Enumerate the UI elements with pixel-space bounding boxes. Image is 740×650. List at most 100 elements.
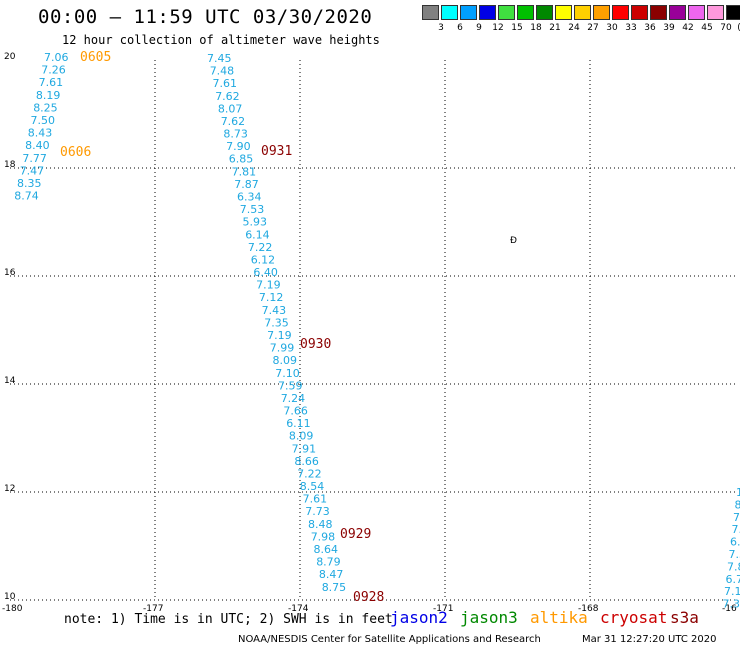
- swh-value: 7.62: [221, 115, 246, 128]
- scale-swatch: [650, 5, 667, 20]
- swh-value: 7.61: [39, 76, 64, 89]
- scale-label: 45: [701, 23, 713, 33]
- swh-value: 7.50: [31, 114, 56, 127]
- swh-value: 6.40: [253, 266, 278, 279]
- swh-value: 6.85: [229, 153, 254, 166]
- swh-value: 7.81: [232, 165, 257, 178]
- swh-value: 7.87: [234, 178, 258, 191]
- scale-label: 21: [549, 23, 561, 33]
- swh-value: 7.62: [215, 90, 240, 103]
- swh-value: 7.22: [248, 241, 273, 254]
- island-marker: Ð: [510, 236, 517, 246]
- y-tick-label: 14: [4, 376, 16, 386]
- scale-swatch: [707, 5, 724, 20]
- swh-value: 7.91: [292, 442, 317, 455]
- swh-value: 8.19: [36, 89, 61, 102]
- swh-value: 7.24: [281, 392, 306, 405]
- pass-label: 0928: [353, 590, 384, 605]
- swh-value: 7.45: [207, 52, 232, 65]
- swh-value: 6.12: [251, 253, 276, 266]
- legend-s3a: s3a: [670, 608, 699, 627]
- scale-label: 42: [682, 23, 694, 33]
- swh-value: 7.66: [283, 405, 308, 418]
- scale-label: 15: [511, 23, 523, 33]
- scale-swatch: [479, 5, 496, 20]
- swh-value: 6.14: [245, 228, 270, 241]
- swh-value: 8.66: [294, 455, 319, 468]
- swh-value: 8.75: [322, 581, 347, 594]
- scale-swatch: [441, 5, 458, 20]
- swh-value: 8.07: [218, 102, 243, 115]
- scale-label: 9: [476, 23, 482, 33]
- swh-value: 7.19: [724, 585, 740, 598]
- swh-value: 7.99: [270, 342, 295, 355]
- swh-value: 8.09: [273, 354, 298, 367]
- swh-value: 7.89: [727, 560, 740, 573]
- swh-value: 7.1: [732, 523, 740, 536]
- pass-label: 0606: [60, 145, 91, 160]
- y-tick-label: 18: [4, 160, 16, 170]
- swh-value: 7.61: [303, 493, 328, 506]
- pass-label: 0931: [261, 144, 292, 159]
- scale-swatch: [631, 5, 648, 20]
- scale-unit: (ft): [732, 23, 740, 33]
- map-title: 00:00 – 11:59 UTC 03/30/2020: [38, 6, 373, 28]
- y-tick-label: 20: [4, 52, 16, 62]
- swh-value: 7.10: [275, 367, 300, 380]
- x-tick-label: -16: [722, 604, 737, 614]
- map-grid: [10, 60, 736, 601]
- swh-value: 7.73: [305, 505, 330, 518]
- swh-value: 1: [736, 486, 740, 499]
- scale-swatch: [726, 5, 740, 20]
- swh-value: 7.19: [267, 329, 292, 342]
- swh-value: 7.47: [20, 164, 45, 177]
- scale-label: 36: [644, 23, 656, 33]
- swh-value: 5.93: [243, 216, 268, 229]
- scale-label: 12: [492, 23, 504, 33]
- swh-value: 8.43: [28, 127, 53, 140]
- altimeter-tracks: 7.067.267.618.198.257.508.438.407.777.47…: [14, 51, 740, 611]
- scale-label: 39: [663, 23, 675, 33]
- scale-swatch: [517, 5, 534, 20]
- y-tick-label: 10: [4, 592, 16, 602]
- swh-value: 8.79: [316, 556, 341, 569]
- swh-value: 6.11: [286, 417, 311, 430]
- swh-value: 7.54: [729, 548, 740, 561]
- x-tick-label: -180: [2, 604, 23, 614]
- swh-value: 8.09: [289, 430, 314, 443]
- swh-value: 7.53: [240, 203, 264, 216]
- y-tick-label: 12: [4, 484, 15, 494]
- swh-value: 7.98: [311, 530, 336, 543]
- swh-value: 7.12: [259, 291, 284, 304]
- pass-label: 0929: [340, 527, 371, 542]
- swh-value: 6.9: [730, 536, 740, 549]
- scale-swatch: [574, 5, 591, 20]
- swh-value: 7.26: [41, 64, 66, 77]
- swh-value: 7.48: [210, 65, 235, 78]
- swh-value: 6.70: [726, 573, 740, 586]
- scale-swatch: [422, 5, 439, 20]
- scale-label: 70: [720, 23, 732, 33]
- swh-value: 8.40: [25, 139, 49, 152]
- swh-value: 8.35: [17, 177, 42, 190]
- swh-value: 6.34: [237, 191, 262, 204]
- scale-swatch: [460, 5, 477, 20]
- swh-value: 8.48: [308, 518, 333, 531]
- scale-swatch: [669, 5, 686, 20]
- scale-swatch: [612, 5, 629, 20]
- legend-cryosat: cryosat: [600, 608, 668, 627]
- legend-jason3: jason3: [460, 608, 518, 627]
- scale-label: 27: [587, 23, 599, 33]
- scale-label: 24: [568, 23, 580, 33]
- pass-label: 0930: [300, 337, 331, 352]
- scale-label: 18: [530, 23, 542, 33]
- scale-swatch: [593, 5, 610, 20]
- legend-altika: altika: [530, 608, 588, 627]
- swh-value: 8.54: [300, 480, 325, 493]
- pass-labels: 0605 0606 0931 0930 0929 0928: [60, 50, 384, 605]
- map-subtitle: 12 hour collection of altimeter wave hei…: [62, 33, 380, 47]
- scale-label: 3: [438, 23, 444, 33]
- footnote: note: 1) Time is in UTC; 2) SWH is in fe…: [64, 612, 393, 627]
- swh-value: 7.: [733, 511, 740, 524]
- scale-swatch: [536, 5, 553, 20]
